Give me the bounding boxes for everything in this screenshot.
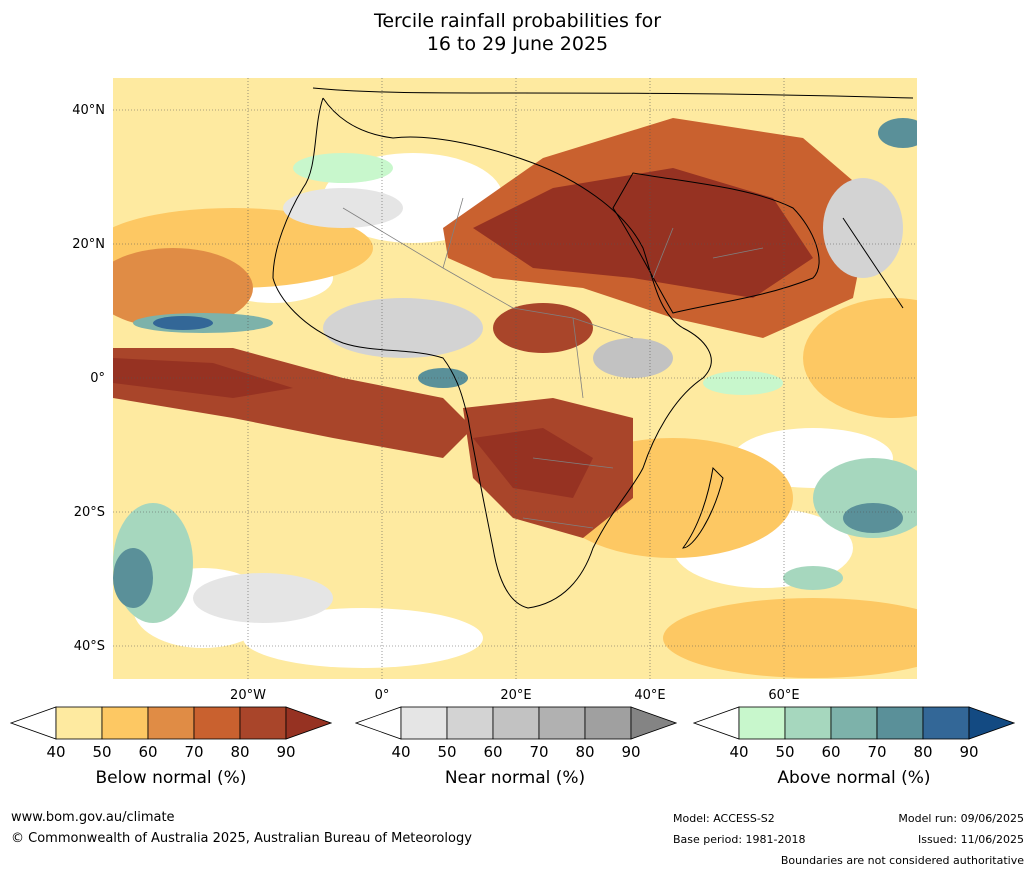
lat-label-20s: 20°S — [73, 505, 105, 520]
colorbar-swatch — [400, 706, 448, 740]
probability-fields — [113, 78, 917, 679]
cb1-tick-70: 70 — [529, 743, 549, 761]
probability-map — [113, 78, 917, 679]
coastline-north — [312, 87, 914, 99]
cb1-tick-90: 90 — [621, 743, 641, 761]
model-run-text: Model run: 09/06/2025 — [898, 812, 1024, 825]
cb2-tick-70: 70 — [867, 743, 887, 761]
colorbar-title-near: Near normal (%) — [444, 768, 586, 788]
cb0-tick-90: 90 — [276, 743, 296, 761]
colorbar-left-extension — [9, 706, 57, 740]
colorbar-title-below: Below normal (%) — [95, 768, 247, 788]
cb1-tick-40: 40 — [391, 743, 411, 761]
probability-region — [783, 566, 843, 590]
probability-region — [823, 178, 903, 278]
colorbar-near-swatches — [354, 706, 678, 740]
colorbar-swatch — [446, 706, 494, 740]
probability-region — [473, 168, 813, 298]
colorbar-near-normal — [354, 705, 678, 741]
lat-label-40n: 40°N — [72, 103, 105, 118]
coastline-africa — [272, 97, 712, 609]
cb1-tick-60: 60 — [483, 743, 503, 761]
colorbar-swatch — [147, 706, 195, 740]
colorbar-swatch — [538, 706, 586, 740]
probability-region — [593, 338, 673, 378]
cb2-tick-90: 90 — [959, 743, 979, 761]
lat-label-0: 0° — [90, 371, 105, 386]
colorbar-right-extension — [968, 706, 1016, 740]
cb0-tick-80: 80 — [230, 743, 250, 761]
probability-region — [113, 548, 153, 608]
cb1-tick-80: 80 — [575, 743, 595, 761]
colorbar-swatch — [830, 706, 878, 740]
colorbar-swatch — [876, 706, 924, 740]
model-text: Model: ACCESS-S2 — [673, 812, 775, 825]
probability-region — [663, 598, 917, 678]
lon-label-0: 0° — [374, 688, 390, 703]
probability-region — [493, 303, 593, 353]
colorbar-title-above: Above normal (%) — [777, 768, 931, 788]
colorbar-left-extension — [354, 706, 402, 740]
colorbar-swatch — [784, 706, 832, 740]
probability-region — [473, 428, 593, 498]
colorbar-swatch — [193, 706, 241, 740]
probability-region — [878, 118, 917, 148]
colorbar-below-swatches — [9, 706, 333, 740]
coastline-india — [842, 217, 904, 309]
colorbar-swatch — [922, 706, 970, 740]
cb1-tick-50: 50 — [437, 743, 457, 761]
colorbar-right-extension — [630, 706, 678, 740]
graticule — [113, 78, 917, 679]
coastlines — [272, 87, 914, 609]
probability-region — [113, 248, 253, 328]
probability-region — [323, 298, 483, 358]
website-link[interactable]: www.bom.gov.au/climate — [11, 810, 175, 825]
colorbar-above-normal — [692, 705, 1016, 741]
probability-region — [193, 573, 333, 623]
probability-region — [243, 608, 483, 668]
map-canvas — [113, 78, 917, 679]
lat-label-20n: 20°N — [72, 237, 105, 252]
colorbar-swatch — [55, 706, 103, 740]
title-line-2: 16 to 29 June 2025 — [426, 33, 609, 55]
cb2-tick-40: 40 — [729, 743, 749, 761]
colorbar-below-normal — [9, 705, 333, 741]
cb2-tick-50: 50 — [775, 743, 795, 761]
cb2-tick-60: 60 — [821, 743, 841, 761]
lon-label-60e: 60°E — [768, 688, 800, 703]
colorbar-swatch — [584, 706, 632, 740]
cb0-tick-40: 40 — [46, 743, 66, 761]
colorbar-swatch — [738, 706, 786, 740]
cb0-tick-50: 50 — [92, 743, 112, 761]
probability-region — [153, 316, 213, 330]
cb0-tick-60: 60 — [138, 743, 158, 761]
disclaimer-text: Boundaries are not considered authoritat… — [780, 854, 1024, 867]
cb2-tick-80: 80 — [913, 743, 933, 761]
lat-label-40s: 40°S — [73, 639, 105, 654]
colorbar-swatch — [492, 706, 540, 740]
copyright-text: © Commonwealth of Australia 2025, Austra… — [11, 831, 472, 846]
base-period-text: Base period: 1981-2018 — [673, 833, 806, 846]
probability-region — [843, 503, 903, 533]
lon-label-20w: 20°W — [230, 688, 266, 703]
lon-label-20e: 20°E — [500, 688, 532, 703]
colorbar-swatch — [239, 706, 287, 740]
colorbar-right-extension — [285, 706, 333, 740]
colorbar-above-swatches — [692, 706, 1016, 740]
issued-text: Issued: 11/06/2025 — [917, 833, 1024, 846]
probability-region — [293, 153, 393, 183]
map-title: Tercile rainfall probabilities for 16 to… — [0, 10, 1035, 56]
probability-region — [803, 298, 917, 418]
colorbar-swatch — [101, 706, 149, 740]
probability-region — [703, 371, 783, 395]
coastline-madagascar — [681, 466, 724, 549]
colorbar-left-extension — [692, 706, 740, 740]
cb0-tick-70: 70 — [184, 743, 204, 761]
coastline-arabia — [612, 172, 820, 314]
country-borders — [342, 197, 764, 529]
title-line-1: Tercile rainfall probabilities for — [373, 10, 662, 32]
lon-label-40e: 40°E — [634, 688, 666, 703]
